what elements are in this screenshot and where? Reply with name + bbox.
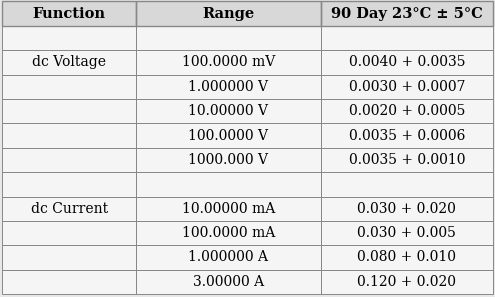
- Bar: [136, 221, 321, 245]
- Bar: [2, 197, 136, 221]
- Bar: [2, 221, 136, 245]
- Bar: [136, 75, 321, 99]
- Bar: [2, 221, 136, 245]
- Bar: [2, 123, 136, 148]
- Bar: [2, 270, 136, 294]
- Bar: [136, 245, 321, 270]
- Bar: [2, 1, 136, 26]
- Bar: [321, 75, 493, 99]
- Bar: [321, 197, 493, 221]
- Bar: [136, 26, 321, 50]
- Text: 90 Day 23°C ± 5°C: 90 Day 23°C ± 5°C: [331, 7, 483, 21]
- Bar: [136, 75, 321, 99]
- Bar: [321, 1, 493, 26]
- Text: 0.0020 + 0.0005: 0.0020 + 0.0005: [348, 104, 465, 118]
- Text: Range: Range: [202, 7, 254, 21]
- Bar: [2, 172, 136, 197]
- Bar: [321, 50, 493, 75]
- Bar: [136, 270, 321, 294]
- Bar: [2, 148, 136, 172]
- Bar: [321, 148, 493, 172]
- Bar: [321, 172, 493, 197]
- Text: 0.0040 + 0.0035: 0.0040 + 0.0035: [348, 56, 465, 69]
- Text: 100.0000 mV: 100.0000 mV: [182, 56, 275, 69]
- Text: 1.000000 V: 1.000000 V: [189, 80, 268, 94]
- Bar: [321, 197, 493, 221]
- Bar: [2, 50, 136, 75]
- Text: dc Voltage: dc Voltage: [32, 56, 106, 69]
- Bar: [321, 270, 493, 294]
- Bar: [2, 26, 136, 50]
- Text: 0.120 + 0.020: 0.120 + 0.020: [357, 275, 456, 289]
- Bar: [321, 123, 493, 148]
- Text: 1.000000 A: 1.000000 A: [189, 250, 268, 264]
- Text: 3.00000 A: 3.00000 A: [193, 275, 264, 289]
- Bar: [2, 270, 136, 294]
- Bar: [2, 123, 136, 148]
- Bar: [136, 26, 321, 50]
- Bar: [136, 99, 321, 123]
- Bar: [2, 148, 136, 172]
- Text: 100.0000 mA: 100.0000 mA: [182, 226, 275, 240]
- Bar: [136, 245, 321, 270]
- Bar: [321, 26, 493, 50]
- Bar: [2, 197, 136, 221]
- Text: 0.0030 + 0.0007: 0.0030 + 0.0007: [348, 80, 465, 94]
- Bar: [321, 172, 493, 197]
- Bar: [136, 197, 321, 221]
- Bar: [321, 270, 493, 294]
- Text: 10.00000 V: 10.00000 V: [189, 104, 268, 118]
- Bar: [2, 75, 136, 99]
- Bar: [136, 172, 321, 197]
- Bar: [136, 172, 321, 197]
- Text: 10.00000 mA: 10.00000 mA: [182, 202, 275, 216]
- Bar: [136, 270, 321, 294]
- Bar: [321, 148, 493, 172]
- Bar: [136, 148, 321, 172]
- Bar: [321, 99, 493, 123]
- Bar: [321, 99, 493, 123]
- Bar: [136, 99, 321, 123]
- Bar: [2, 99, 136, 123]
- Text: dc Current: dc Current: [31, 202, 108, 216]
- Bar: [2, 245, 136, 270]
- Bar: [2, 1, 136, 26]
- Text: 0.030 + 0.005: 0.030 + 0.005: [357, 226, 456, 240]
- Text: Function: Function: [33, 7, 105, 21]
- Bar: [136, 221, 321, 245]
- Text: 0.080 + 0.010: 0.080 + 0.010: [357, 250, 456, 264]
- Bar: [2, 75, 136, 99]
- Bar: [321, 26, 493, 50]
- Bar: [136, 1, 321, 26]
- Bar: [136, 50, 321, 75]
- Bar: [136, 1, 321, 26]
- Text: 0.0035 + 0.0006: 0.0035 + 0.0006: [348, 129, 465, 143]
- Bar: [2, 245, 136, 270]
- Text: 0.0035 + 0.0010: 0.0035 + 0.0010: [348, 153, 465, 167]
- Bar: [321, 1, 493, 26]
- Bar: [136, 123, 321, 148]
- Bar: [321, 221, 493, 245]
- Bar: [321, 50, 493, 75]
- Bar: [136, 123, 321, 148]
- Bar: [136, 148, 321, 172]
- Bar: [2, 50, 136, 75]
- Text: 100.0000 V: 100.0000 V: [189, 129, 268, 143]
- Bar: [136, 197, 321, 221]
- Bar: [2, 172, 136, 197]
- Bar: [321, 245, 493, 270]
- Bar: [321, 221, 493, 245]
- Bar: [2, 26, 136, 50]
- Text: 0.030 + 0.020: 0.030 + 0.020: [357, 202, 456, 216]
- Bar: [321, 245, 493, 270]
- Bar: [136, 50, 321, 75]
- Bar: [2, 99, 136, 123]
- Bar: [321, 75, 493, 99]
- Text: 1000.000 V: 1000.000 V: [189, 153, 268, 167]
- Bar: [321, 123, 493, 148]
